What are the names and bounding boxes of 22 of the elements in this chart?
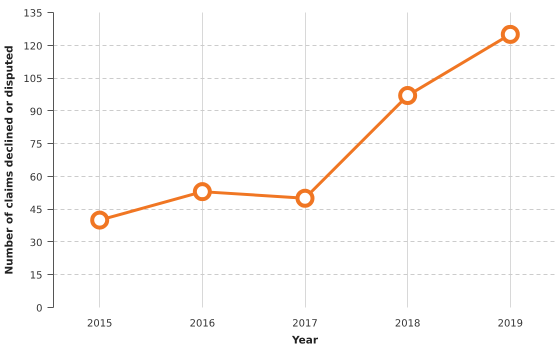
y-tick-label: 60 bbox=[30, 172, 43, 184]
y-tick-label: 0 bbox=[36, 304, 43, 314]
x-tick-label: 2018 bbox=[394, 318, 420, 330]
y-tick-label: 120 bbox=[23, 41, 43, 52]
point bbox=[296, 188, 314, 208]
point bbox=[192, 182, 212, 202]
y-tick-label: 135 bbox=[23, 8, 43, 20]
x-axis-title: Year bbox=[290, 334, 319, 346]
point bbox=[398, 86, 418, 106]
y-tick-label: 90 bbox=[30, 106, 43, 118]
point bbox=[500, 24, 520, 44]
y-axis-title: Number of claims declined or disputed bbox=[3, 45, 16, 275]
y-tick-label: 75 bbox=[30, 140, 43, 151]
y-tick-label: 105 bbox=[23, 74, 43, 86]
y-tick-label: 45 bbox=[30, 205, 43, 216]
y-tick-label: 30 bbox=[30, 238, 43, 249]
x-tick-label: 2019 bbox=[498, 318, 524, 330]
point bbox=[90, 210, 110, 230]
y-tick-label: 15 bbox=[30, 270, 43, 282]
x-tick-label: 2017 bbox=[292, 318, 318, 330]
x-tick-label: 2016 bbox=[190, 318, 216, 330]
x-tick-label: 2015 bbox=[86, 318, 112, 330]
